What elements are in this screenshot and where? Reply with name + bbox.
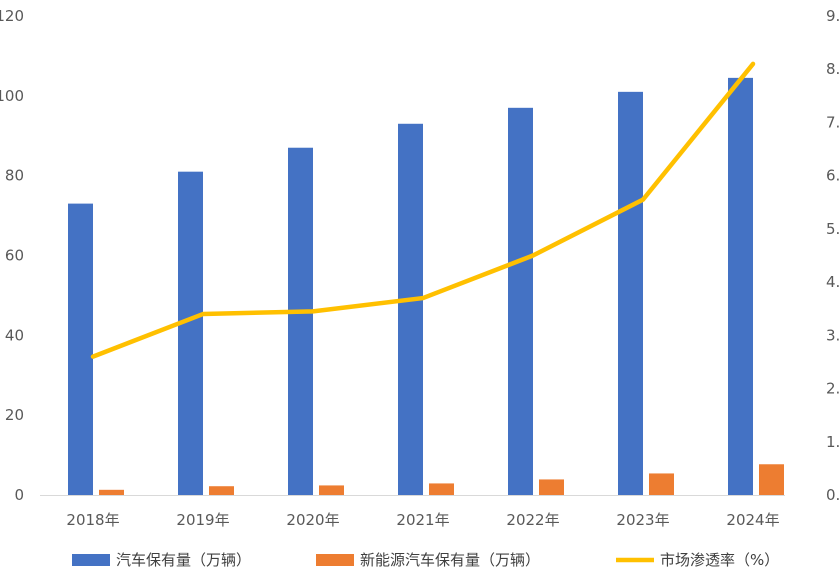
legend: 汽车保有量（万辆） 新能源汽车保有量（万辆） 市场渗透率（%）: [72, 551, 779, 569]
legend-swatch: [72, 554, 110, 566]
bar-vehicle-stock: [618, 91, 643, 495]
left-tick-label: 40: [5, 326, 24, 344]
right-tick-label: 2.0: [826, 380, 839, 398]
left-tick-label: 100: [0, 87, 24, 105]
legend-swatch: [316, 554, 354, 566]
legend-label: 汽车保有量（万辆）: [116, 551, 251, 569]
bar-vehicle-stock: [288, 147, 313, 495]
category-label: 2019年: [176, 511, 229, 529]
line-series-group: [90, 61, 756, 359]
left-tick-label: 0: [14, 486, 24, 504]
right-tick-label: 4.0: [826, 273, 839, 291]
bar-vehicle-stock: [178, 171, 203, 496]
category-label: 2023年: [616, 511, 669, 529]
bar-vehicle-stock: [398, 123, 423, 496]
bar-nev-stock: [99, 489, 124, 495]
category-label: 2024年: [726, 511, 779, 529]
left-axis-ticks: 0 20 40 60 80 100 120: [0, 7, 24, 504]
left-tick-label: 80: [5, 167, 24, 185]
bar-nev-stock: [429, 483, 454, 495]
right-tick-label: 7.0: [826, 113, 839, 131]
bar-nev-stock: [759, 464, 784, 495]
right-tick-label: 8.0: [826, 60, 839, 78]
left-tick-label: 60: [5, 247, 24, 265]
right-tick-label: 5.0: [826, 220, 839, 238]
right-tick-label: 0.0: [826, 486, 839, 504]
left-tick-label: 120: [0, 7, 24, 25]
bars-group: [68, 77, 784, 496]
bar-vehicle-stock: [68, 203, 93, 495]
bar-nev-stock: [649, 473, 674, 495]
category-label: 2021年: [396, 511, 449, 529]
category-label: 2020年: [286, 511, 339, 529]
category-label: 2022年: [506, 511, 559, 529]
bar-nev-stock: [539, 479, 564, 495]
right-axis-ticks: 0.0 1.0 2.0 3.0 4.0 5.0 6.0 7.0 8.0 9.0: [826, 7, 839, 504]
bar-nev-stock: [319, 485, 344, 495]
legend-label: 新能源汽车保有量（万辆）: [360, 551, 540, 569]
right-tick-label: 9.0: [826, 7, 839, 25]
category-label: 2018年: [66, 511, 119, 529]
right-tick-label: 1.0: [826, 433, 839, 451]
right-tick-label: 6.0: [826, 167, 839, 185]
left-tick-label: 20: [5, 406, 24, 424]
right-tick-label: 3.0: [826, 326, 839, 344]
category-labels: 2018年 2019年 2020年 2021年 2022年 2023年 2024年: [66, 511, 779, 529]
bar-nev-stock: [209, 486, 234, 495]
legend-label: 市场渗透率（%）: [660, 551, 779, 569]
bar-vehicle-stock: [508, 107, 533, 495]
bar-vehicle-stock: [728, 77, 753, 495]
